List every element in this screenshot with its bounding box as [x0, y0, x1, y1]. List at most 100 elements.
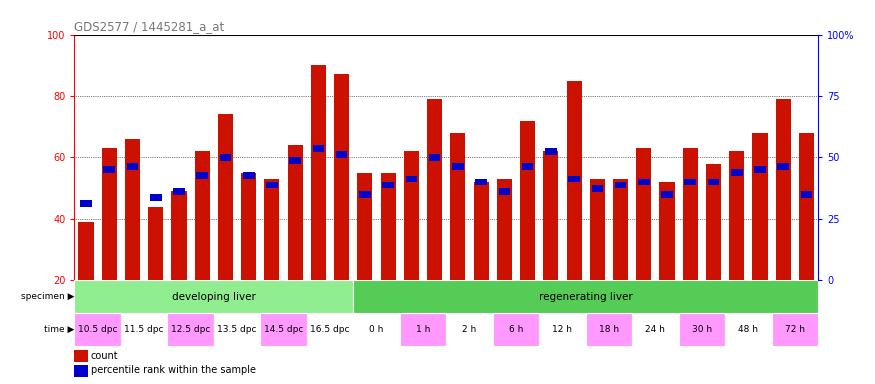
- Bar: [499, 188, 510, 195]
- Bar: [662, 191, 673, 198]
- Bar: [336, 151, 347, 158]
- Bar: [545, 148, 556, 155]
- Bar: [539, 313, 585, 346]
- Bar: [382, 182, 394, 189]
- Text: 6 h: 6 h: [508, 325, 523, 334]
- Bar: [427, 99, 442, 280]
- Bar: [218, 114, 233, 280]
- Bar: [354, 280, 818, 313]
- Text: 16.5 dpc: 16.5 dpc: [311, 325, 350, 334]
- Bar: [592, 185, 603, 192]
- Bar: [264, 179, 279, 280]
- Bar: [290, 157, 301, 164]
- Text: 11.5 dpc: 11.5 dpc: [124, 325, 164, 334]
- Bar: [167, 313, 214, 346]
- Bar: [242, 173, 256, 280]
- Text: 18 h: 18 h: [598, 325, 619, 334]
- Bar: [173, 188, 185, 195]
- Bar: [74, 365, 88, 377]
- Text: 13.5 dpc: 13.5 dpc: [217, 325, 257, 334]
- Bar: [266, 182, 277, 189]
- Bar: [74, 313, 121, 346]
- Bar: [74, 350, 88, 362]
- Bar: [311, 65, 326, 280]
- Bar: [778, 163, 789, 170]
- Bar: [585, 313, 632, 346]
- Bar: [359, 191, 371, 198]
- Bar: [638, 179, 649, 185]
- Bar: [196, 172, 208, 179]
- Bar: [754, 166, 766, 173]
- Bar: [214, 313, 261, 346]
- Bar: [684, 179, 696, 185]
- Text: 1 h: 1 h: [416, 325, 430, 334]
- Text: time ▶: time ▶: [44, 325, 74, 334]
- Bar: [150, 194, 162, 201]
- Bar: [261, 313, 307, 346]
- Bar: [725, 313, 772, 346]
- Bar: [102, 148, 116, 280]
- Bar: [682, 148, 698, 280]
- Bar: [801, 191, 812, 198]
- Bar: [451, 133, 466, 280]
- Text: 0 h: 0 h: [369, 325, 384, 334]
- Text: GDS2577 / 1445281_a_at: GDS2577 / 1445281_a_at: [74, 20, 225, 33]
- Bar: [446, 313, 493, 346]
- Bar: [708, 179, 719, 185]
- Bar: [752, 133, 767, 280]
- Bar: [520, 121, 536, 280]
- Bar: [400, 313, 446, 346]
- Bar: [632, 313, 679, 346]
- Text: count: count: [91, 351, 118, 361]
- Bar: [220, 154, 231, 161]
- Text: 10.5 dpc: 10.5 dpc: [78, 325, 117, 334]
- Text: percentile rank within the sample: percentile rank within the sample: [91, 366, 256, 376]
- Bar: [243, 172, 255, 179]
- Bar: [772, 313, 818, 346]
- Text: 14.5 dpc: 14.5 dpc: [264, 325, 304, 334]
- Bar: [776, 99, 791, 280]
- Text: 24 h: 24 h: [646, 325, 665, 334]
- Bar: [473, 182, 488, 280]
- Text: specimen ▶: specimen ▶: [21, 292, 74, 301]
- Bar: [172, 191, 186, 280]
- Bar: [660, 182, 675, 280]
- Text: 48 h: 48 h: [738, 325, 759, 334]
- Bar: [497, 179, 512, 280]
- Bar: [121, 313, 167, 346]
- Bar: [312, 145, 325, 152]
- Text: developing liver: developing liver: [172, 291, 255, 302]
- Text: 72 h: 72 h: [785, 325, 805, 334]
- Bar: [74, 280, 354, 313]
- Bar: [799, 133, 814, 280]
- Bar: [288, 145, 303, 280]
- Text: regenerating liver: regenerating liver: [539, 291, 633, 302]
- Bar: [452, 163, 464, 170]
- Bar: [566, 81, 582, 280]
- Bar: [636, 148, 651, 280]
- Bar: [493, 313, 539, 346]
- Bar: [357, 173, 373, 280]
- Bar: [103, 166, 115, 173]
- Text: 12.5 dpc: 12.5 dpc: [171, 325, 210, 334]
- Bar: [429, 154, 440, 161]
- Bar: [148, 207, 164, 280]
- Bar: [475, 179, 487, 185]
- Bar: [79, 222, 94, 280]
- Bar: [334, 74, 349, 280]
- Bar: [194, 151, 210, 280]
- Text: 2 h: 2 h: [462, 325, 477, 334]
- Bar: [406, 175, 417, 182]
- Bar: [307, 313, 354, 346]
- Bar: [613, 179, 628, 280]
- Bar: [590, 179, 605, 280]
- Bar: [80, 200, 92, 207]
- Bar: [615, 182, 626, 189]
- Bar: [522, 163, 534, 170]
- Bar: [568, 175, 580, 182]
- Bar: [729, 151, 745, 280]
- Bar: [125, 139, 140, 280]
- Bar: [404, 151, 419, 280]
- Text: 12 h: 12 h: [552, 325, 572, 334]
- Bar: [706, 164, 721, 280]
